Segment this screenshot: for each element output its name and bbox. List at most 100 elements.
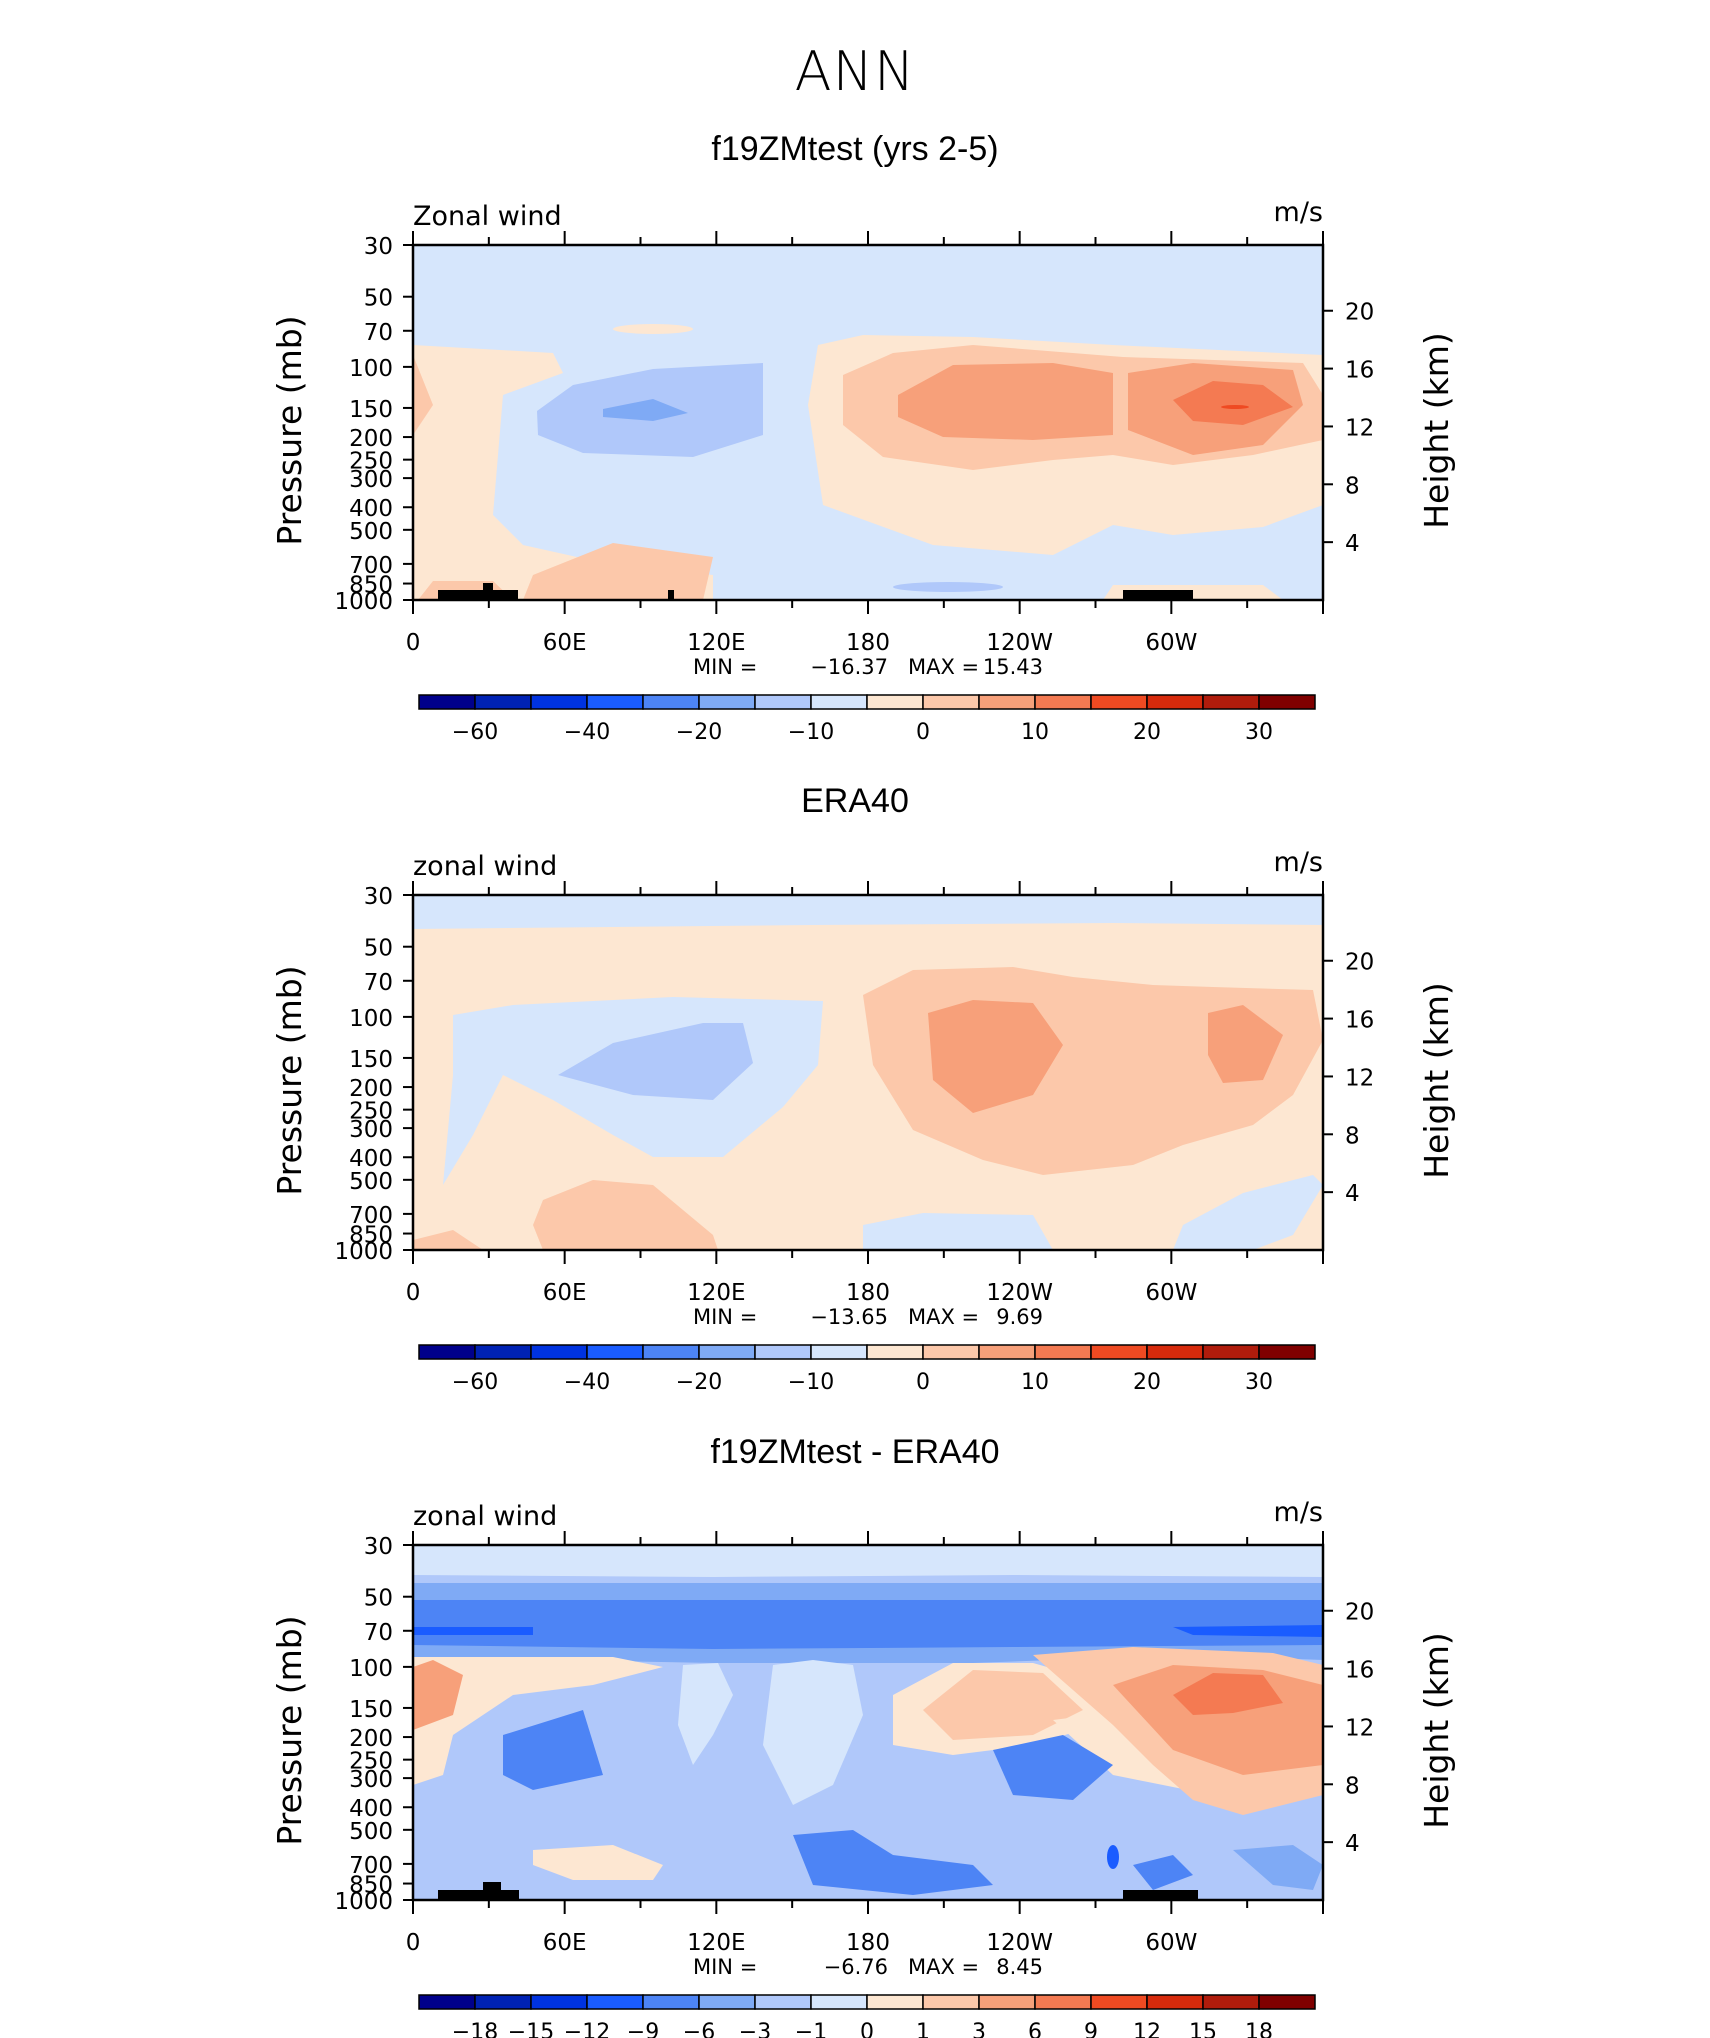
height-tick-label: 16 — [1345, 1008, 1374, 1034]
colorbar-label: −20 — [676, 720, 722, 745]
contour-region — [678, 1663, 733, 1765]
contour-region — [1208, 1005, 1283, 1083]
pressure-tick-label: 200 — [349, 1726, 393, 1752]
pressure-tick-label: 1000 — [334, 589, 393, 615]
colorbar-swatch — [1146, 1994, 1204, 2010]
pressure-tick-label: 300 — [349, 1117, 393, 1143]
pressure-tick-label: 100 — [349, 1006, 393, 1032]
contour-region — [603, 399, 688, 421]
contour-region — [928, 1000, 1063, 1113]
contour-region — [993, 1735, 1113, 1800]
topography-block — [438, 590, 498, 600]
min-label: MIN = — [693, 1955, 757, 1979]
colorbar-swatch — [978, 1994, 1036, 2010]
colorbar-label: −15 — [508, 2020, 554, 2038]
max-label: MAX = — [908, 1305, 979, 1329]
y-axis-label-right: Height (km) — [1417, 1632, 1456, 1829]
figure-title: ANN — [794, 40, 916, 103]
colorbar-label: 20 — [1133, 1370, 1161, 1395]
units-label: m/s — [1274, 1497, 1323, 1528]
pressure-tick-label: 300 — [349, 467, 393, 493]
contour-region — [1173, 1673, 1283, 1715]
colorbar-swatch — [474, 1344, 532, 1360]
height-tick-label: 16 — [1345, 358, 1374, 384]
contour-region — [413, 895, 1323, 929]
colorbar-label: 18 — [1245, 2020, 1273, 2038]
colorbar-swatch — [1034, 1344, 1092, 1360]
height-tick-label: 20 — [1345, 300, 1374, 326]
y-axis-label: Pressure (mb) — [270, 1615, 309, 1845]
longitude-tick-label: 120E — [687, 1280, 745, 1306]
contour-region — [1173, 1625, 1323, 1637]
pressure-tick-label: 700 — [349, 1853, 393, 1879]
colorbar-swatch — [810, 1994, 868, 2010]
contour-region — [1221, 405, 1249, 409]
colorbar-swatch — [1258, 1344, 1316, 1360]
panel-3-title: f19ZMtest - ERA40 — [710, 1433, 1000, 1471]
pressure-tick-label: 400 — [349, 496, 393, 522]
colorbar-label: 3 — [972, 2020, 986, 2038]
colorbar-label: −60 — [452, 1370, 498, 1395]
colorbar-swatch — [922, 1994, 980, 2010]
pressure-tick-label: 700 — [349, 1203, 393, 1229]
colorbar-swatch — [530, 1344, 588, 1360]
colorbar-swatch — [642, 1344, 700, 1360]
topography-block — [1123, 1890, 1198, 1900]
colorbar-swatch — [1146, 694, 1204, 710]
topography-block — [483, 1882, 501, 1900]
colorbar-swatch — [586, 694, 644, 710]
panel-1-title: f19ZMtest (yrs 2-5) — [711, 130, 999, 168]
pressure-tick-label: 300 — [349, 1767, 393, 1793]
max-value: 15.43 — [983, 655, 1043, 679]
colorbar-label: 0 — [860, 2020, 874, 2038]
units-label: m/s — [1274, 847, 1323, 878]
contour-region — [793, 1830, 993, 1895]
colorbar-swatch — [586, 1994, 644, 2010]
colorbar-label: −60 — [452, 720, 498, 745]
colorbar-swatch — [698, 1344, 756, 1360]
longitude-tick-label: 60W — [1145, 1930, 1197, 1956]
panel-2: 3050701001502002503004005007008501000201… — [270, 847, 1456, 1395]
variable-label: zonal wind — [413, 851, 557, 882]
pressure-tick-label: 50 — [364, 936, 393, 962]
longitude-tick-label: 0 — [406, 630, 421, 656]
max-value: 8.45 — [996, 1955, 1043, 1979]
pressure-tick-label: 100 — [349, 1656, 393, 1682]
pressure-tick-label: 70 — [364, 970, 393, 996]
colorbar-swatch — [530, 694, 588, 710]
pressure-tick-label: 250 — [349, 1749, 393, 1775]
topography-block — [493, 590, 518, 600]
colorbar-swatch — [1146, 1344, 1204, 1360]
pressure-tick-label: 150 — [349, 1047, 393, 1073]
height-tick-label: 12 — [1345, 415, 1374, 441]
colorbar-label: −40 — [564, 1370, 610, 1395]
height-tick-label: 20 — [1345, 950, 1374, 976]
pressure-tick-label: 200 — [349, 1076, 393, 1102]
height-tick-label: 4 — [1345, 531, 1360, 557]
contour-region — [523, 543, 713, 600]
colorbar-swatch — [922, 1344, 980, 1360]
pressure-tick-label: 200 — [349, 426, 393, 452]
colorbar-swatch — [586, 1344, 644, 1360]
pressure-tick-label: 850 — [349, 573, 393, 599]
topography-block — [501, 1890, 519, 1900]
colorbar-swatch — [866, 1344, 924, 1360]
topography-block — [483, 583, 493, 600]
pressure-tick-label: 500 — [349, 1169, 393, 1195]
topography-block — [668, 590, 674, 600]
contour-region — [898, 363, 1113, 440]
min-label: MIN = — [693, 655, 757, 679]
contour-region — [863, 1213, 1053, 1250]
colorbar-label: −10 — [788, 720, 834, 745]
panel-2-title: ERA40 — [801, 782, 909, 820]
y-axis-label: Pressure (mb) — [270, 965, 309, 1195]
longitude-tick-label: 120W — [986, 630, 1053, 656]
height-tick-label: 12 — [1345, 1715, 1374, 1741]
contour-region — [1107, 1845, 1119, 1869]
colorbar-label: −12 — [564, 2020, 610, 2038]
max-label: MAX = — [908, 1955, 979, 1979]
longitude-tick-label: 60E — [543, 1930, 587, 1956]
colorbar-label: −9 — [627, 2020, 659, 2038]
pressure-tick-label: 850 — [349, 1873, 393, 1899]
